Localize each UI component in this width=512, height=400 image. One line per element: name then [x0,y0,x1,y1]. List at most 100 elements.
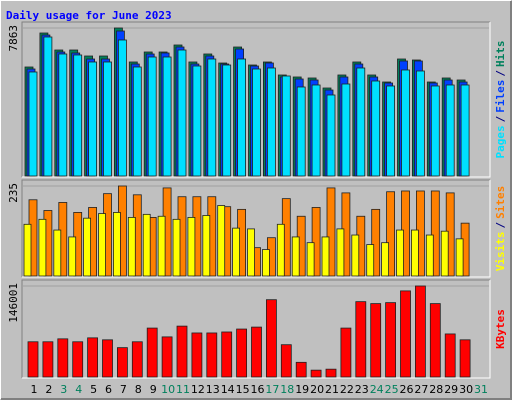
bar [172,218,181,277]
bar [232,227,241,277]
bar [355,301,367,378]
bar [131,341,143,378]
bar [98,213,106,277]
x-tick-label: 1 [31,383,38,396]
x-tick-label: 28 [429,383,443,396]
legend-entry: KBytes [494,309,507,349]
bar [414,285,426,378]
bar [162,56,172,177]
bar [340,327,352,378]
bar [88,61,97,177]
y-tick-label: 7863 [7,25,20,52]
x-tick-label: 16 [251,383,265,396]
bar [28,71,38,177]
bar [38,218,47,277]
bar [341,83,351,177]
bar [118,39,127,177]
x-tick-label: 11 [176,383,190,396]
bar [381,242,390,277]
panel-edge-light [22,280,491,379]
bar [276,223,285,277]
bar [444,333,456,378]
chart-title: Daily usage for June 2023 [6,9,172,22]
x-tick-label: 12 [191,383,205,396]
legend-separator: / [494,70,507,77]
x-tick-label: 23 [355,383,369,396]
y-tick-label: 146001 [7,283,20,323]
bar [280,344,292,378]
bar [291,236,300,277]
bar [43,36,53,177]
bar [247,228,255,277]
bar [177,49,187,177]
bar [222,64,232,177]
x-tick-label: 17 [265,383,279,396]
bar [113,212,121,277]
x-tick-label: 27 [414,383,428,396]
x-tick-label: 8 [135,383,142,396]
bar [161,336,173,378]
bar [236,328,248,378]
bar [351,234,360,277]
bar [57,338,69,378]
bar [217,205,226,277]
bar [252,68,261,177]
bar [58,53,68,177]
panel-edge-dark [21,179,490,277]
bar [68,236,77,277]
bar [370,303,382,378]
x-tick-label: 18 [280,383,294,396]
x-tick-label: 25 [385,383,399,396]
bar [459,339,471,378]
bar [401,69,410,177]
legend-separator: / [494,222,507,229]
bar [296,86,306,177]
bar [386,85,396,177]
bar [127,217,136,277]
bar [400,290,411,378]
bar [132,66,142,177]
x-tick-label: 5 [90,383,97,396]
legend-entry: Visits [494,232,507,272]
bar [103,61,112,177]
bar [266,67,276,177]
bar [192,65,202,177]
legend: KBytes [494,309,507,349]
x-tick-label: 22 [340,383,354,396]
bar [396,229,404,277]
bar [336,228,345,277]
bar [425,234,434,277]
x-tick-label: 31 [474,383,488,396]
bar [261,249,270,277]
bar [187,217,196,277]
x-tick-label: 21 [325,383,339,396]
bar [311,207,321,277]
bar [415,70,425,177]
bar [445,84,455,177]
bar [371,80,381,177]
x-tick-label: 30 [459,383,473,396]
legend-entry: Hits [494,41,507,68]
x-tick-label: 9 [150,383,157,396]
bar [385,302,397,378]
bar [366,244,375,277]
x-tick-label: 4 [75,383,82,396]
bar [27,341,39,378]
bar [102,339,113,378]
bar [326,187,336,277]
x-tick-label: 14 [221,383,235,396]
bar [157,215,166,277]
bar [410,229,419,277]
bar [325,368,337,378]
bar [72,341,84,378]
bar [295,361,307,378]
x-tick-label: 7 [120,383,127,396]
bar [207,58,217,177]
bar [42,341,54,378]
legend-entry: Files [494,80,507,113]
legend: Pages / Files / Hits [494,41,507,159]
bar [310,369,322,378]
bar [117,347,128,378]
bar [306,242,315,277]
